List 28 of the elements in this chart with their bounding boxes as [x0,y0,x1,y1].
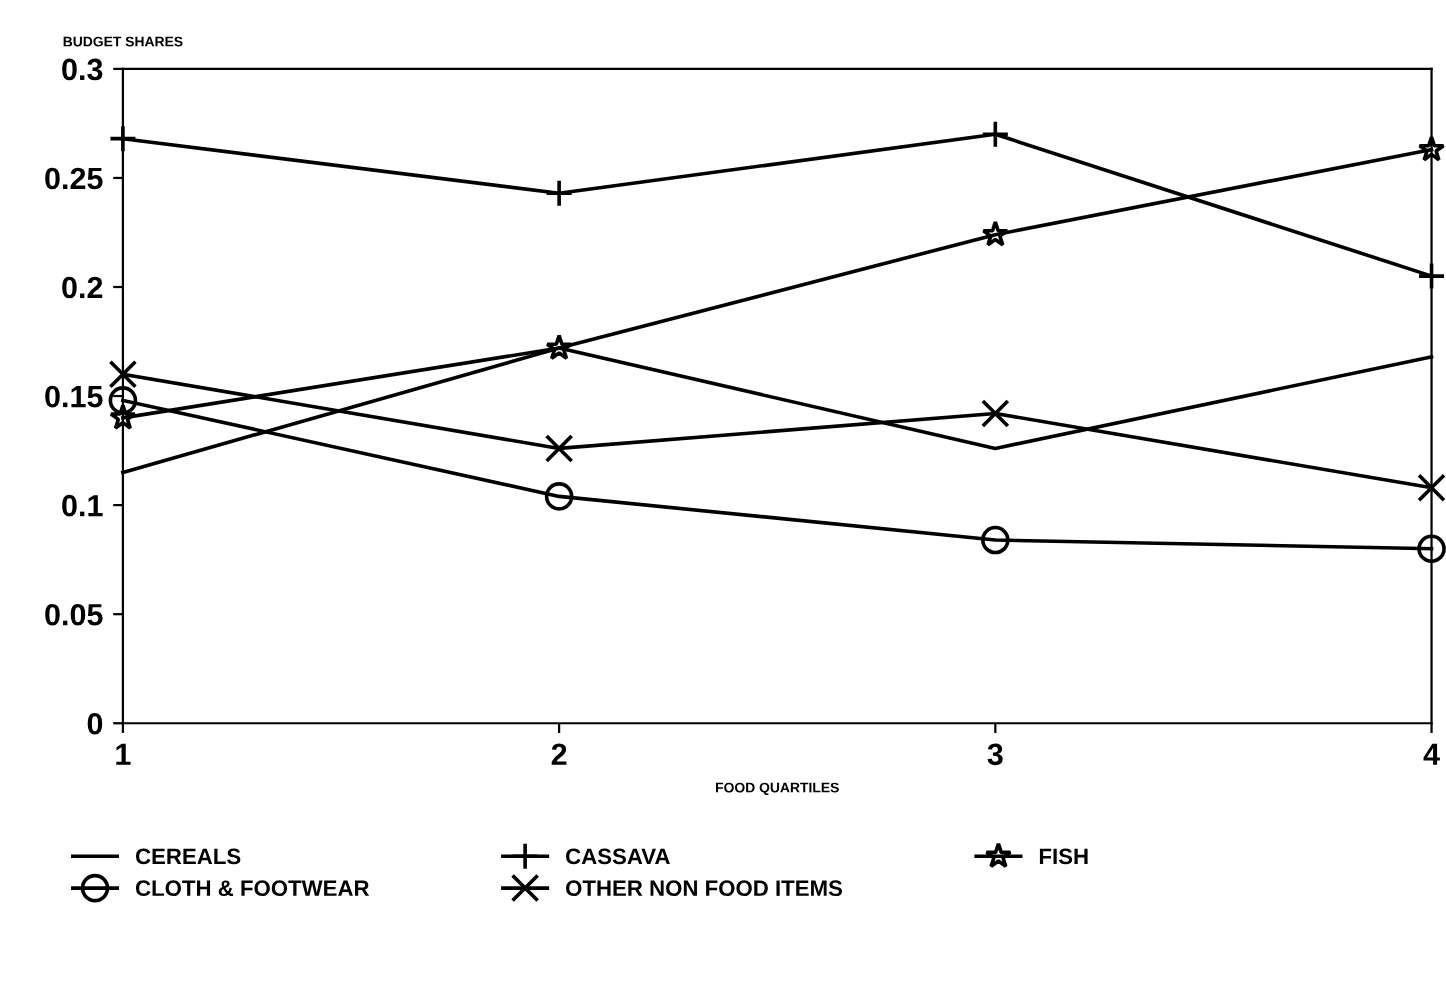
legend-label: FISH [1039,848,1088,865]
x-tick-label: 4 [1423,743,1440,765]
point [544,434,574,463]
x-tick-label: 1 [116,743,131,765]
point [1417,135,1446,162]
point [108,386,138,415]
legend-label: CASSAVA [566,848,670,865]
point [544,482,574,511]
legend-label: OTHER NON FOOD ITEMS [566,880,843,897]
x-tick-label: 3 [987,743,1003,766]
y-tick-label: 0.25 [45,167,103,190]
y-tick-label: 0.05 [45,603,103,626]
point [981,525,1010,555]
point [1417,473,1446,502]
x-tick-label: 2 [551,743,567,765]
y-tick-label: 0.15 [45,385,103,408]
y-tick-label: 0 [87,712,103,735]
y-tick-label: 0.1 [62,494,103,517]
point [109,403,137,430]
point [108,359,138,389]
point [981,399,1010,428]
point [981,220,1010,247]
legend-label: CLOTH & FOOTWEAR [135,880,370,897]
y-tick-label: 0.3 [62,58,103,81]
y-tick-label: 0.2 [62,276,103,299]
point [545,333,573,360]
legend-label: CEREALS [135,848,241,865]
point [1417,534,1446,564]
